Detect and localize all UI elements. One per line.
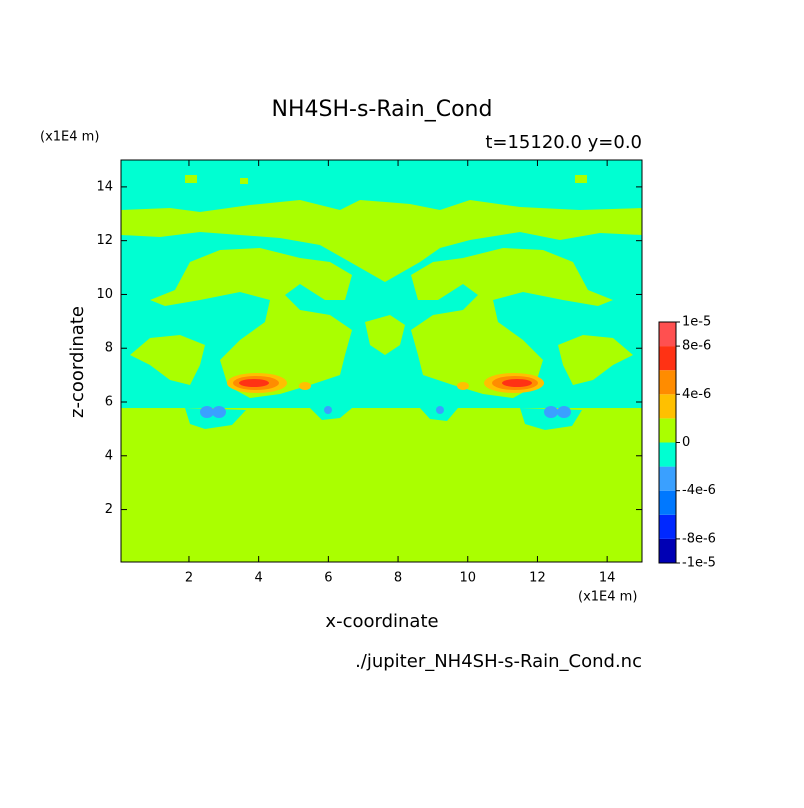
colorbar-band xyxy=(659,418,676,443)
colorbar-band xyxy=(659,322,676,347)
y-tick-label: 6 xyxy=(105,395,113,410)
colorbar-band xyxy=(659,490,676,515)
x-axis-label: x-coordinate xyxy=(325,611,438,632)
colorbar-label: 0 xyxy=(682,435,690,450)
colorbar-label: 8e-6 xyxy=(682,339,711,354)
contour-field xyxy=(121,160,642,562)
colorbar-label: 1e-5 xyxy=(682,315,711,330)
contour-region xyxy=(557,406,571,418)
contour-region xyxy=(558,335,633,385)
contour-region xyxy=(239,379,269,387)
x-tick-label: 12 xyxy=(529,571,546,586)
contour-region xyxy=(212,406,226,418)
y-tick-label: 2 xyxy=(105,502,113,517)
contour-region xyxy=(436,406,444,414)
chart-title: NH4SH-s-Rain_Cond xyxy=(272,97,493,122)
y-tick-label: 14 xyxy=(96,179,113,194)
contour-region xyxy=(411,248,613,398)
contour-region xyxy=(121,175,642,282)
x-tick-label: 2 xyxy=(185,571,193,586)
contour-region xyxy=(365,315,405,355)
colorbar-band xyxy=(659,442,676,467)
chart-subtitle: t=15120.0 y=0.0 xyxy=(485,132,642,153)
contour-region xyxy=(150,248,352,398)
x-tick-label: 6 xyxy=(324,571,332,586)
colorbar-label: -4e-6 xyxy=(682,483,716,498)
colorbar-label: -1e-5 xyxy=(682,556,716,571)
x-tick-label: 4 xyxy=(255,571,263,586)
contour-region xyxy=(544,406,558,418)
y-unit: (x1E4 m) xyxy=(40,130,99,145)
plot-frame xyxy=(120,159,643,563)
contour-region xyxy=(324,406,332,414)
contour-group xyxy=(130,248,633,398)
source-file: ./jupiter_NH4SH-s-Rain_Cond.nc xyxy=(355,651,642,672)
x-tick-label: 14 xyxy=(599,571,616,586)
x-tick-label: 10 xyxy=(459,571,476,586)
colorbar-label: -8e-6 xyxy=(682,531,716,546)
y-tick-label: 4 xyxy=(105,448,113,463)
x-tick-label: 8 xyxy=(394,571,402,586)
y-axis-label: z-coordinate xyxy=(67,306,88,418)
colorbar-label: 4e-6 xyxy=(682,387,711,402)
contour-region xyxy=(299,382,311,390)
contour-region xyxy=(121,408,642,562)
contour-region xyxy=(457,382,469,390)
y-tick-label: 10 xyxy=(96,287,113,302)
y-tick-label: 12 xyxy=(96,233,113,248)
y-tick-label: 8 xyxy=(105,341,113,356)
x-unit: (x1E4 m) xyxy=(578,590,637,605)
colorbar-band xyxy=(659,538,676,563)
contour-region xyxy=(502,379,532,387)
colorbar-band xyxy=(659,370,676,395)
colorbar-band xyxy=(659,346,676,371)
contour-region xyxy=(130,335,205,385)
colorbar-band xyxy=(659,394,676,419)
contour-region xyxy=(200,406,214,418)
colorbar-band xyxy=(659,514,676,539)
colorbar-band xyxy=(659,466,676,491)
